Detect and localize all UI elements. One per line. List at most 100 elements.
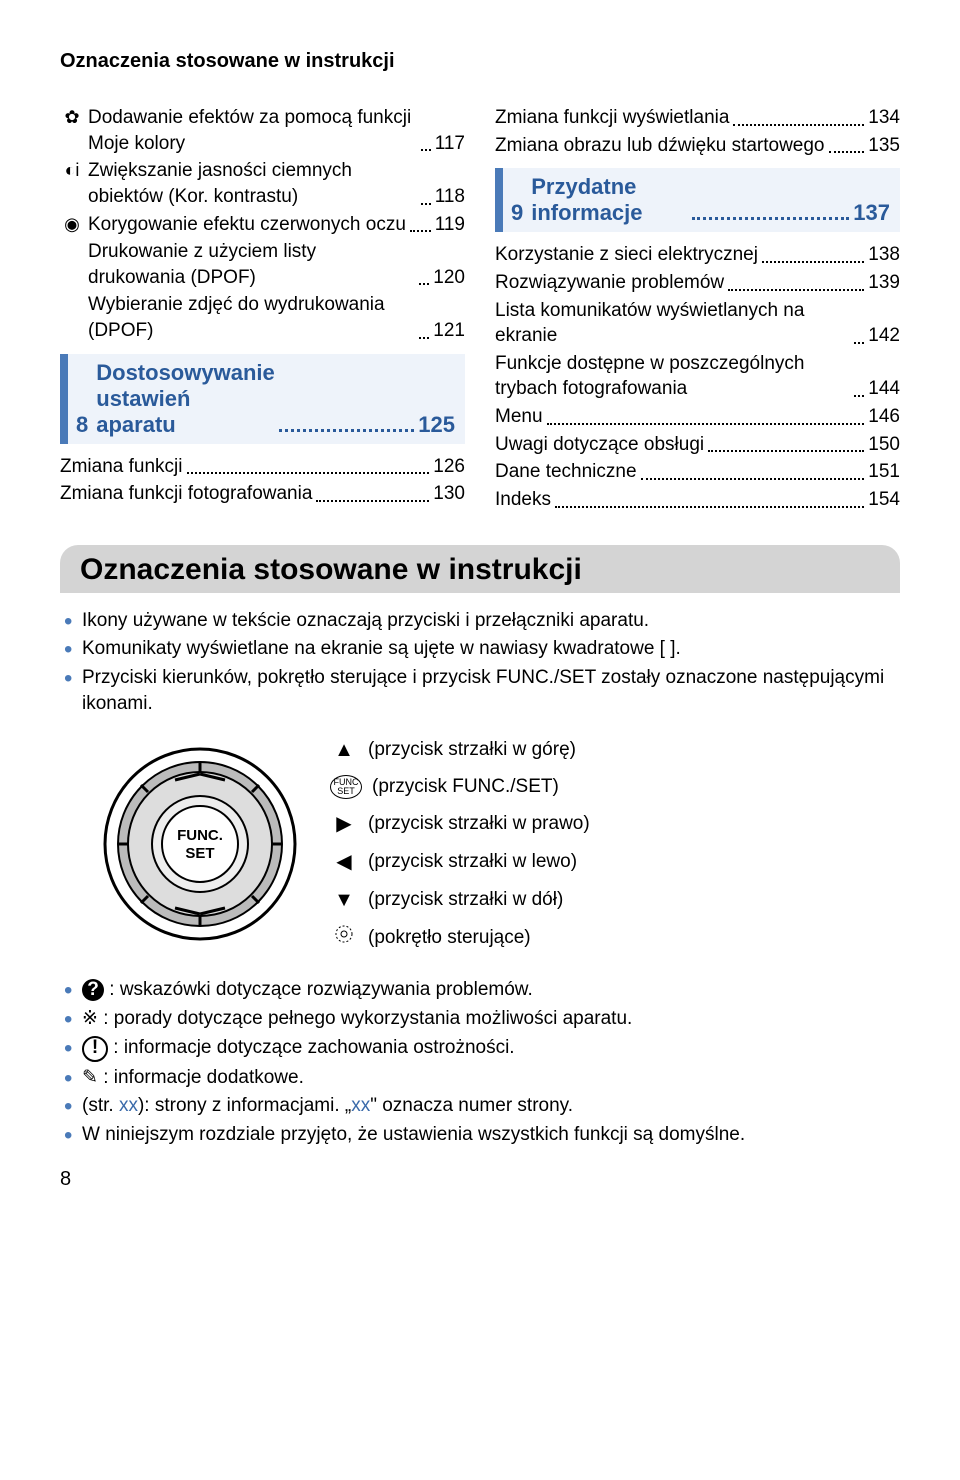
toc-label: Dodawanie efektów za pomocą funkcji Moje…	[88, 105, 417, 156]
toc-page: 117	[435, 131, 465, 157]
toc-item: Korzystanie z sieci elektrycznej 138	[495, 242, 900, 268]
toc-label: Rozwiązywanie problemów	[495, 270, 724, 296]
toc-item: Funkcje dostępne w poszczególnych trybac…	[495, 351, 900, 402]
legend-label: (przycisk FUNC./SET)	[372, 769, 559, 805]
str-prefix: (str.	[82, 1095, 119, 1116]
toc-page: 138	[868, 242, 900, 268]
toc-label: Zwiększanie jasności ciemnych obiektów (…	[88, 158, 417, 209]
legend-label: (pokrętło sterujące)	[368, 920, 531, 956]
tip-label: : informacje dodatkowe.	[103, 1067, 304, 1088]
arrow-right-icon: ▶	[330, 805, 358, 843]
chapter-title: Przydatne informacje	[531, 174, 688, 226]
tip-item: ※ : porady dotyczące pełnego wykorzystan…	[60, 1006, 900, 1032]
dots	[421, 202, 431, 205]
arrow-up-icon: ▲	[330, 731, 358, 769]
toc-label: Indeks	[495, 487, 551, 513]
toc-page: 126	[433, 454, 465, 480]
legend-row: ▼(przycisk strzałki w dół)	[330, 881, 590, 919]
contrast-icon: ◐i	[60, 158, 84, 182]
toc-label: Zmiana obrazu lub dźwięku startowego	[495, 133, 825, 159]
toc-item: Zmiana obrazu lub dźwięku startowego 135	[495, 133, 900, 159]
legend-row: (pokrętło sterujące)	[330, 919, 590, 957]
xx-text: xx	[119, 1095, 138, 1116]
pencil-icon: ✎	[82, 1067, 98, 1088]
toc-label: Zmiana funkcji fotografowania	[60, 481, 312, 507]
toc-page: 150	[868, 432, 900, 458]
dots	[641, 477, 865, 480]
tip-item: W niniejszym rozdziale przyjęto, że usta…	[60, 1122, 900, 1148]
legend-label: (przycisk strzałki w górę)	[368, 732, 576, 768]
dots	[419, 282, 429, 285]
dots	[279, 429, 415, 432]
toc-page: 142	[868, 323, 900, 349]
dots	[762, 260, 864, 263]
dots	[555, 505, 864, 508]
question-icon: ?	[82, 979, 104, 1001]
legend-label: (przycisk strzałki w lewo)	[368, 844, 577, 880]
toc-page: 120	[433, 265, 465, 291]
func-icon: FUNCSET	[330, 775, 362, 799]
toc-page: 135	[868, 133, 900, 159]
chapter-title: Dostosowywanie ustawień aparatu	[96, 360, 274, 438]
str-mid: ): strony z informacjami. „	[138, 1095, 351, 1116]
toc-page: 139	[868, 270, 900, 296]
chapter-page: 137	[853, 200, 890, 226]
toc-item: Zmiana funkcji wyświetlania 134	[495, 105, 900, 131]
right-column: Zmiana funkcji wyświetlania 134 Zmiana ob…	[495, 103, 900, 515]
arrow-down-icon: ▼	[330, 881, 358, 919]
tip-item: (str. xx): strony z informacjami. „xx" o…	[60, 1093, 900, 1119]
toc-label: Funkcje dostępne w poszczególnych trybac…	[495, 351, 850, 402]
svg-text:SET: SET	[185, 845, 214, 862]
toc-item: Drukowanie z użyciem listy drukowania (D…	[60, 239, 465, 290]
bullet-item: Przyciski kierunków, pokrętło sterujące …	[60, 665, 900, 716]
xx-text: xx	[351, 1095, 370, 1116]
toc-label: Drukowanie z użyciem listy drukowania (D…	[88, 239, 415, 290]
toc-page: 119	[435, 212, 465, 238]
toc-label: Korygowanie efektu czerwonych oczu	[88, 212, 406, 238]
toc-page: 146	[868, 404, 900, 430]
toc-item: Wybieranie zdjęć do wydrukowania (DPOF)1…	[60, 292, 465, 343]
bullet-item: Komunikaty wyświetlane na ekranie są uję…	[60, 636, 900, 662]
lightbulb-icon: ※	[82, 1008, 98, 1029]
chapter-9-box: 9 Przydatne informacje 137	[495, 168, 900, 232]
dots	[316, 499, 429, 502]
section-heading: Oznaczenia stosowane w instrukcji	[60, 545, 900, 593]
tip-label: : wskazówki dotyczące rozwiązywania prob…	[109, 979, 532, 1000]
toc-label: Menu	[495, 404, 543, 430]
toc-page: 144	[868, 376, 900, 402]
dots	[419, 336, 429, 339]
toc-page: 134	[868, 105, 900, 131]
chapter-num: 8	[76, 412, 88, 438]
toc-label: Uwagi dotyczące obsługi	[495, 432, 704, 458]
chapter-num: 9	[511, 200, 523, 226]
flower-icon: ✿	[60, 105, 84, 129]
toc-item: Zmiana funkcji fotografowania 130	[60, 481, 465, 507]
toc-page: 130	[433, 481, 465, 507]
tip-item: ? : wskazówki dotyczące rozwiązywania pr…	[60, 977, 900, 1003]
toc-label: Korzystanie z sieci elektrycznej	[495, 242, 758, 268]
toc-item: ✿ Dodawanie efektów za pomocą funkcji Mo…	[60, 105, 465, 156]
toc-columns: ✿ Dodawanie efektów za pomocą funkcji Mo…	[60, 103, 900, 515]
chapter-page: 125	[418, 412, 455, 438]
legend-row: ▶ (przycisk strzałki w prawo)	[330, 805, 590, 843]
legend-row: ▲ (przycisk strzałki w górę)	[330, 731, 590, 769]
toc-item: Uwagi dotyczące obsługi 150	[495, 432, 900, 458]
toc-item: ◉ Korygowanie efektu czerwonych oczu 119	[60, 212, 465, 238]
dots	[728, 288, 864, 291]
eye-icon: ◉	[60, 212, 84, 236]
toc-item: Rozwiązywanie problemów 139	[495, 270, 900, 296]
dots	[410, 229, 431, 232]
chapter-8-box: 8 Dostosowywanie ustawień aparatu 125	[60, 354, 465, 444]
toc-label: Zmiana funkcji wyświetlania	[495, 105, 729, 131]
toc-label: Lista komunikatów wyświetlanych na ekran…	[495, 298, 850, 349]
legend-label: (przycisk strzałki w prawo)	[368, 806, 590, 842]
tip-label: : informacje dotyczące zachowania ostroż…	[113, 1037, 514, 1058]
toc-item: ◐i Zwiększanie jasności ciemnych obiektó…	[60, 158, 465, 209]
toc-label: Dane techniczne	[495, 459, 637, 485]
dots	[421, 148, 431, 151]
svg-text:FUNC.: FUNC.	[177, 827, 223, 844]
legend-row: FUNCSET (przycisk FUNC./SET)	[330, 769, 590, 805]
caution-icon: !	[82, 1036, 108, 1062]
str-suffix: " oznacza numer strony.	[370, 1095, 573, 1116]
tip-item: ✎ : informacje dodatkowe.	[60, 1065, 900, 1091]
